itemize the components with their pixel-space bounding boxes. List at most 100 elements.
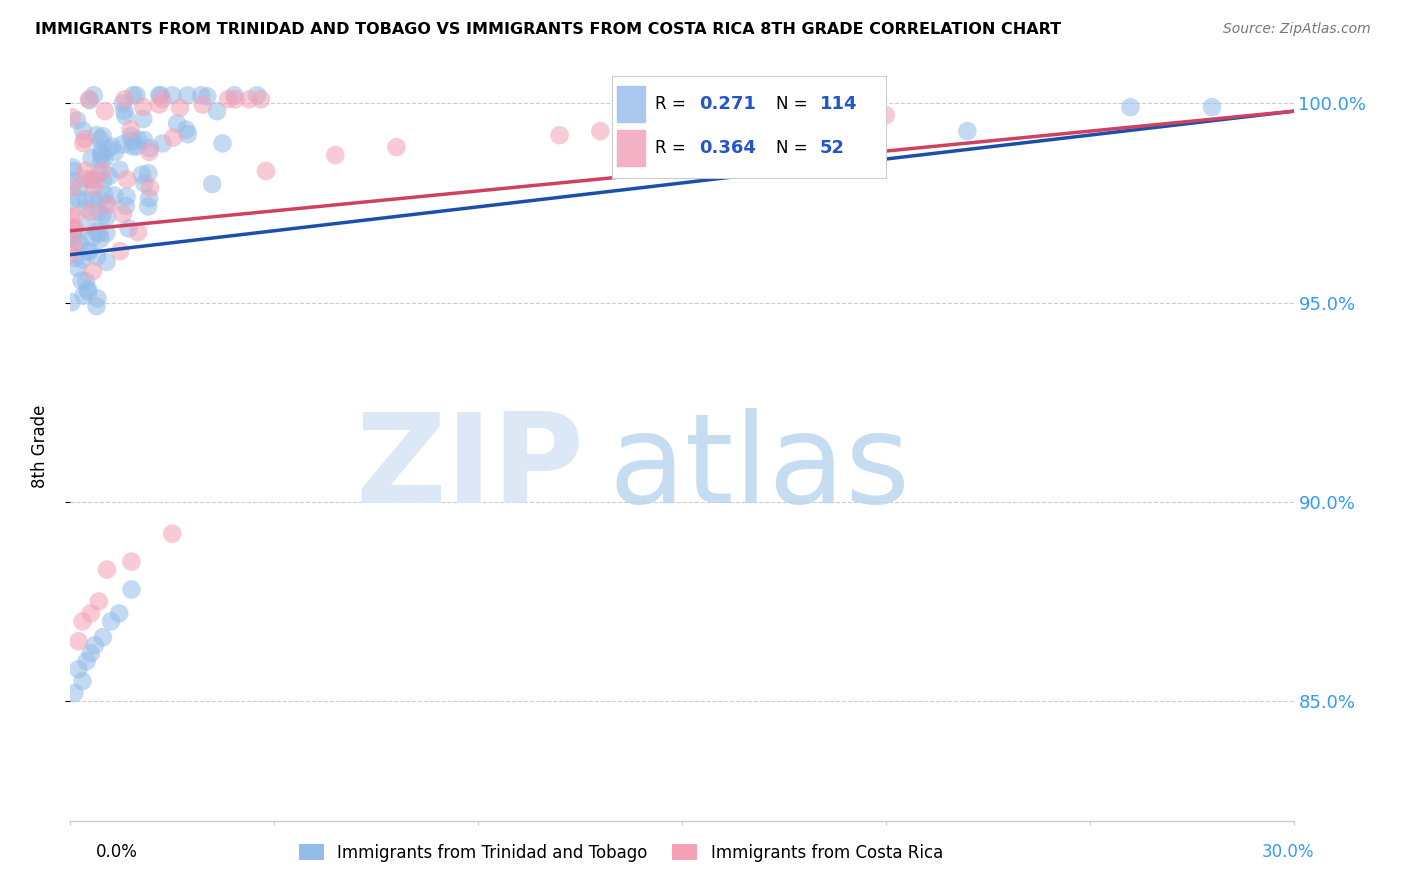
Text: ZIP: ZIP — [356, 408, 583, 529]
Point — [77, 244, 100, 258]
Point — [132, 100, 155, 114]
Text: R =: R = — [655, 95, 692, 113]
Point — [67, 180, 90, 194]
Y-axis label: 8th Grade: 8th Grade — [31, 404, 49, 488]
Point — [79, 646, 103, 660]
Point — [63, 686, 86, 700]
Point — [91, 164, 114, 178]
Point — [205, 104, 228, 119]
Point — [63, 223, 86, 237]
Point — [66, 260, 89, 275]
Point — [72, 674, 94, 689]
Point — [162, 88, 184, 103]
Point — [793, 156, 815, 170]
Point — [139, 141, 162, 155]
Point — [91, 630, 114, 644]
Point — [120, 122, 142, 136]
Point — [112, 103, 135, 118]
Point — [149, 88, 172, 103]
Point — [125, 139, 148, 153]
Point — [90, 144, 112, 158]
Point — [72, 289, 94, 303]
Point — [152, 136, 174, 151]
Point — [69, 235, 91, 250]
Point — [108, 244, 131, 259]
Point — [86, 292, 108, 306]
Point — [66, 113, 89, 128]
Point — [62, 164, 84, 178]
Point — [91, 173, 114, 187]
Point — [125, 88, 148, 103]
Point — [76, 654, 98, 668]
Point — [75, 274, 97, 288]
Point — [127, 133, 149, 147]
Point — [177, 127, 200, 141]
Point — [60, 295, 83, 310]
Point — [63, 209, 86, 223]
Point — [139, 181, 162, 195]
Point — [82, 192, 104, 206]
Point — [211, 136, 233, 151]
Point — [62, 236, 84, 251]
Point — [121, 139, 143, 153]
Legend: Immigrants from Trinidad and Tobago, Immigrants from Costa Rica: Immigrants from Trinidad and Tobago, Imm… — [292, 838, 949, 869]
Point — [75, 164, 97, 178]
Point — [162, 526, 183, 541]
Bar — [617, 87, 644, 122]
Point — [60, 180, 83, 194]
Point — [87, 594, 110, 608]
Point — [89, 232, 111, 246]
Text: IMMIGRANTS FROM TRINIDAD AND TOBAGO VS IMMIGRANTS FROM COSTA RICA 8TH GRADE CORR: IMMIGRANTS FROM TRINIDAD AND TOBAGO VS I… — [35, 22, 1062, 37]
Point — [62, 228, 84, 243]
Point — [90, 154, 112, 169]
Point — [956, 124, 979, 138]
Point — [1119, 100, 1142, 114]
Point — [246, 88, 269, 103]
Point — [111, 96, 134, 111]
Point — [59, 211, 82, 225]
Point — [114, 109, 136, 123]
Point — [89, 191, 111, 205]
Point — [254, 164, 277, 178]
Point — [875, 108, 897, 122]
Point — [70, 252, 93, 267]
Point — [60, 111, 83, 125]
Point — [84, 172, 107, 186]
Point — [115, 189, 138, 203]
Point — [91, 129, 114, 144]
Point — [70, 274, 93, 288]
Point — [67, 191, 90, 205]
Point — [114, 92, 136, 106]
Point — [121, 582, 143, 597]
Point — [86, 250, 108, 264]
Point — [108, 162, 131, 177]
Text: 0.0%: 0.0% — [96, 843, 138, 861]
Point — [162, 130, 184, 145]
Point — [86, 128, 108, 142]
Point — [73, 132, 96, 146]
Point — [548, 128, 571, 142]
Text: 0.271: 0.271 — [699, 95, 756, 113]
Point — [224, 92, 246, 106]
Point — [87, 205, 110, 219]
Point — [96, 226, 118, 240]
Point — [97, 141, 120, 155]
Point — [75, 172, 97, 186]
Point — [136, 166, 159, 180]
Text: 0.364: 0.364 — [699, 139, 756, 157]
Point — [79, 93, 101, 107]
Point — [67, 634, 90, 648]
Point — [138, 145, 160, 159]
Point — [323, 148, 347, 162]
Text: 52: 52 — [820, 139, 845, 157]
Text: atlas: atlas — [609, 408, 911, 529]
Point — [136, 199, 159, 213]
Point — [132, 112, 155, 126]
Point — [174, 122, 197, 136]
Point — [90, 148, 112, 162]
Point — [96, 255, 118, 269]
Point — [86, 299, 108, 313]
Point — [131, 168, 153, 182]
Point — [111, 207, 134, 221]
Point — [77, 244, 100, 259]
